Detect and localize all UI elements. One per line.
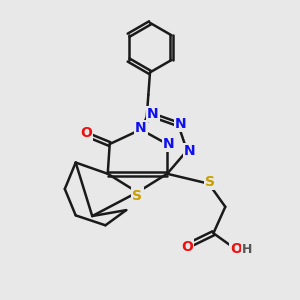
Text: N: N: [163, 137, 175, 151]
Text: O: O: [182, 240, 193, 254]
Text: N: N: [147, 107, 158, 121]
Text: N: N: [184, 144, 195, 158]
Text: O: O: [231, 242, 242, 256]
Text: S: S: [206, 175, 215, 189]
Text: O: O: [80, 127, 92, 140]
Text: N: N: [135, 121, 147, 135]
Text: H: H: [242, 243, 252, 256]
Text: S: S: [133, 189, 142, 202]
Text: N: N: [175, 117, 187, 131]
